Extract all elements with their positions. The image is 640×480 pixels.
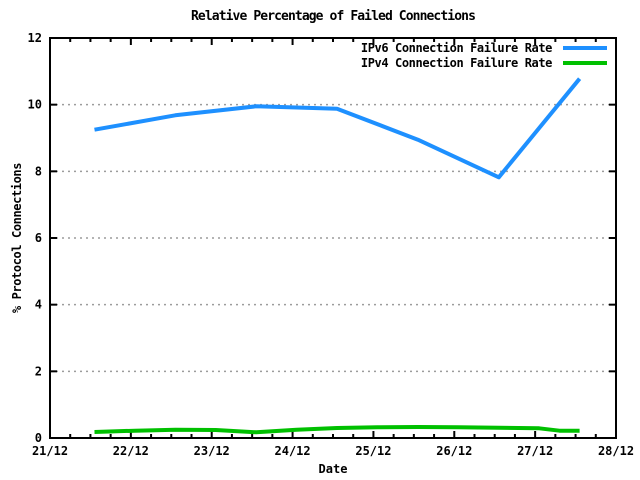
chart-title: Relative Percentage of Failed Connection… — [191, 9, 476, 24]
series-line-ipv4 — [94, 425, 580, 435]
x-tick-label: 25/12 — [355, 444, 391, 458]
x-axis-label: Date — [318, 462, 348, 476]
series-line-ipv6 — [94, 77, 582, 180]
y-tick-label: 0 — [35, 431, 42, 445]
y-tick-label: 8 — [35, 164, 42, 178]
legend-line-sample-ipv4 — [563, 60, 607, 65]
y-tick-label: 6 — [35, 231, 42, 245]
y-tick-label: 12 — [28, 31, 42, 45]
legend-line-sample-ipv6 — [563, 45, 607, 50]
legend: IPv6 Connection Failure Rate IPv4 Connec… — [361, 40, 607, 70]
y-tick-label: 4 — [35, 298, 42, 312]
x-tick-label: 23/12 — [194, 444, 230, 458]
x-tick-label: 28/12 — [598, 444, 634, 458]
x-tick-label: 27/12 — [517, 444, 553, 458]
x-tick-label: 21/12 — [32, 444, 68, 458]
y-tick-label: 10 — [28, 98, 42, 112]
y-tick-label: 2 — [35, 364, 42, 378]
legend-item-ipv4: IPv4 Connection Failure Rate — [361, 55, 607, 70]
x-tick-label: 24/12 — [275, 444, 311, 458]
x-tick-label: 26/12 — [436, 444, 472, 458]
legend-label-ipv4: IPv4 Connection Failure Rate — [360, 55, 552, 70]
x-tick-label: 22/12 — [113, 444, 149, 458]
legend-label-ipv6: IPv6 Connection Failure Rate — [360, 40, 552, 55]
legend-item-ipv6: IPv6 Connection Failure Rate — [361, 40, 607, 55]
y-axis-label: % Protocol Connections — [10, 162, 24, 314]
